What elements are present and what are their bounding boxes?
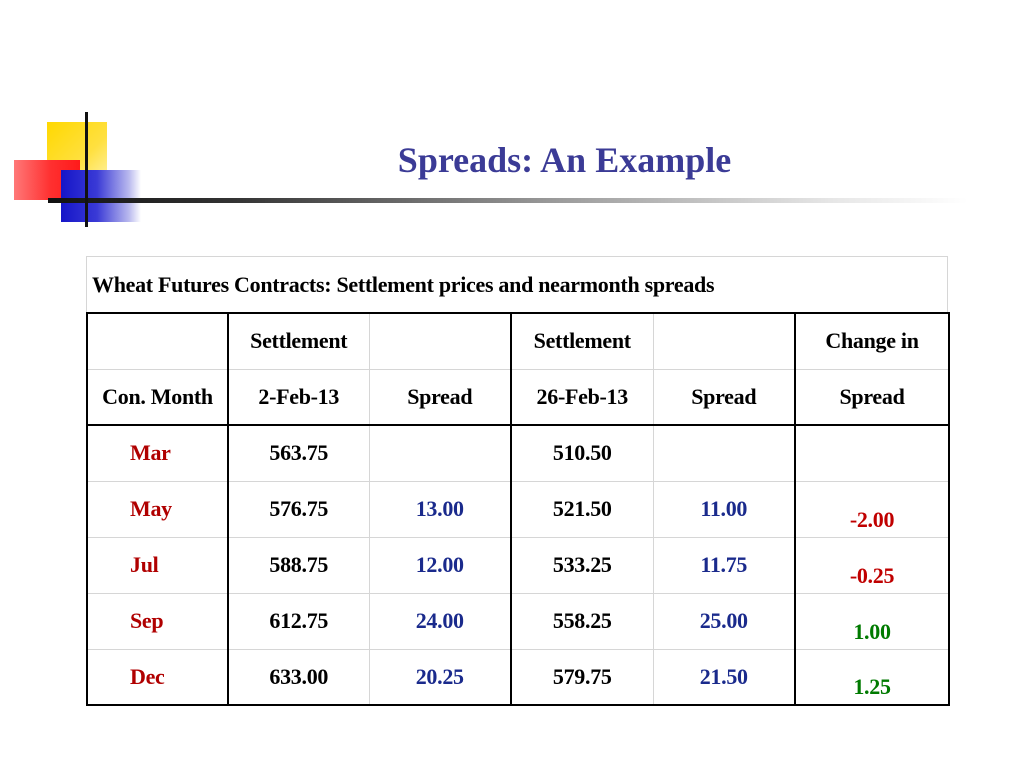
contract-month: Mar xyxy=(86,424,229,482)
spread-value: 11.00 xyxy=(652,480,796,538)
settlement-price: 558.25 xyxy=(510,592,654,650)
contract-month: Jul xyxy=(86,536,229,594)
header-cell: Spread xyxy=(652,368,796,426)
header-cell: Spread xyxy=(794,368,950,426)
settlement-price: 579.75 xyxy=(510,648,654,706)
header-row: Con. Month 2-Feb-13 Spread 26-Feb-13 Spr… xyxy=(86,368,950,426)
spread-value: 12.00 xyxy=(368,536,512,594)
blue-bar-decoration xyxy=(61,170,141,222)
header-cell: Change in xyxy=(794,312,950,370)
spread-value: 13.00 xyxy=(368,480,512,538)
settlement-price: 576.75 xyxy=(227,480,370,538)
slide-title: Spreads: An Example xyxy=(397,140,732,180)
table-caption: Wheat Futures Contracts: Settlement pric… xyxy=(86,256,948,312)
settlement-price: 612.75 xyxy=(227,592,370,650)
settlement-price: 533.25 xyxy=(510,536,654,594)
spread-change: -2.00 xyxy=(794,480,950,538)
settlement-price: 563.75 xyxy=(227,424,370,482)
table-row: Dec 633.00 20.25 579.75 21.50 1.25 xyxy=(86,648,950,706)
table-row: Jul 588.75 12.00 533.25 11.75 -0.25 xyxy=(86,536,950,594)
table-row: Mar 563.75 510.50 xyxy=(86,424,950,482)
settlement-price: 633.00 xyxy=(227,648,370,706)
spread-value: 11.75 xyxy=(652,536,796,594)
settlement-price: 588.75 xyxy=(227,536,370,594)
header-cell: 2-Feb-13 xyxy=(227,368,370,426)
spread-value: 24.00 xyxy=(368,592,512,650)
table-row: May 576.75 13.00 521.50 11.00 -2.00 xyxy=(86,480,950,538)
title-underline xyxy=(48,198,968,203)
contract-month: May xyxy=(86,480,229,538)
contract-month: Sep xyxy=(86,592,229,650)
contract-month: Dec xyxy=(86,648,229,706)
header-cell: Spread xyxy=(368,368,512,426)
vertical-rule-decoration xyxy=(85,112,88,227)
spread-value: 20.25 xyxy=(368,648,512,706)
spread-value xyxy=(652,424,796,482)
header-cell: Settlement xyxy=(227,312,370,370)
slide-decoration xyxy=(0,0,1024,240)
header-row: Settlement Settlement Change in xyxy=(86,312,950,370)
spreads-table: Wheat Futures Contracts: Settlement pric… xyxy=(86,256,950,706)
header-cell: Con. Month xyxy=(86,368,229,426)
spread-value: 25.00 xyxy=(652,592,796,650)
settlement-price: 521.50 xyxy=(510,480,654,538)
header-cell xyxy=(86,312,229,370)
spread-change: 1.25 xyxy=(794,648,950,706)
spread-value xyxy=(368,424,512,482)
settlement-table: Settlement Settlement Change in Con. Mon… xyxy=(86,312,950,706)
header-cell xyxy=(368,312,512,370)
spread-value: 21.50 xyxy=(652,648,796,706)
header-cell: Settlement xyxy=(510,312,654,370)
settlement-price: 510.50 xyxy=(510,424,654,482)
table-row: Sep 612.75 24.00 558.25 25.00 1.00 xyxy=(86,592,950,650)
spread-change: 1.00 xyxy=(794,592,950,650)
spread-change: -0.25 xyxy=(794,536,950,594)
spread-change xyxy=(794,424,950,482)
header-cell: 26-Feb-13 xyxy=(510,368,654,426)
header-cell xyxy=(652,312,796,370)
